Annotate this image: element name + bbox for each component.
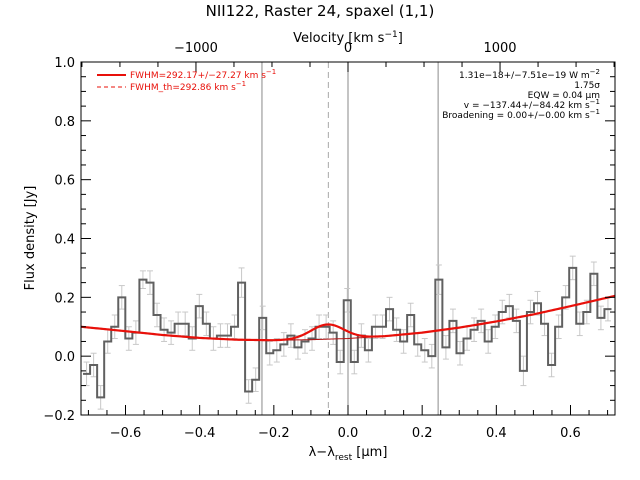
y-tick-label: −0.2 <box>43 409 75 424</box>
annotation-text: EQW = 0.04 μm <box>528 91 600 101</box>
x-tick-label: −0.2 <box>258 426 290 441</box>
annotation-text: 1.31e−18+/−7.51e−19 W m <box>459 71 590 81</box>
y-tick-label: 0.2 <box>54 291 75 306</box>
annotation-line: EQW = 0.04 μm <box>528 91 600 101</box>
legend: FWHM=292.17+/−27.27 km s−1FWHM_th=292.86… <box>97 68 276 93</box>
legend-label: FWHM=292.17+/−27.27 km s−1 <box>130 68 276 81</box>
annotation-line: Broadening = 0.00+/−0.00 km s−1 <box>442 108 600 121</box>
y-tick-label: 0.8 <box>54 115 75 130</box>
annotation-sup: −1 <box>590 108 600 116</box>
x-tick-label: −0.4 <box>184 426 216 441</box>
x-tick-label: −0.6 <box>110 426 142 441</box>
axes-layer: −0.6 −0.4 −0.2 0.0 0.2 0.4 0.6 −0.2 0.0 0.2 0.4 0.6… <box>43 41 615 441</box>
legend-label-sup: −1 <box>266 68 276 76</box>
legend-label: FWHM_th=292.86 km s−1 <box>130 80 246 93</box>
annotation-text: 1.75σ <box>574 81 600 91</box>
x-axis-title-unit-open: [ <box>352 445 361 460</box>
top-tick-label: 1000 <box>483 41 516 56</box>
annotation-sup: −2 <box>590 68 600 76</box>
fit-line <box>80 294 616 342</box>
annotation-line: 1.75σ <box>574 81 600 91</box>
annotation-line: v = −137.44+/−84.42 km s−1 <box>464 98 600 111</box>
top-axis-title-close: ] <box>398 31 403 46</box>
y-axis-title: Flux density [Jy] <box>23 186 38 291</box>
annotation-text: Broadening = 0.00+/−0.00 km s <box>442 111 590 121</box>
x-tick-label: 0.0 <box>338 426 359 441</box>
chart-title: NII122, Raster 24, spaxel (1,1) <box>206 2 435 20</box>
x-tick-label: 0.4 <box>486 426 507 441</box>
x-tick-label: 0.6 <box>560 426 581 441</box>
annotation-line: 1.31e−18+/−7.51e−19 W m−2 <box>459 68 600 81</box>
x-axis-title-sub: rest <box>335 453 353 463</box>
x-axis-title-unit-close: ] <box>382 445 387 460</box>
legend-label-text: FWHM_th=292.86 km s <box>130 83 236 93</box>
y-tick-label: 1.0 <box>54 56 75 71</box>
x-axis-title-text: λ−λ <box>309 445 336 460</box>
legend-label-text: FWHM=292.17+/−27.27 km s <box>130 71 266 81</box>
spectrum-series <box>83 266 612 399</box>
top-axis-title-sup: −1 <box>384 30 397 40</box>
x-tick-label: 0.2 <box>412 426 433 441</box>
y-tick-label: 0.6 <box>54 174 75 189</box>
top-axis-title-text: Velocity [km s <box>293 31 385 46</box>
x-axis-title: λ−λrest [μm] <box>309 445 388 463</box>
annotation-text: v = −137.44+/−84.42 km s <box>464 101 590 111</box>
y-tick-label: 0.4 <box>54 233 75 248</box>
top-tick-label: −1000 <box>174 41 218 56</box>
plot-layer <box>80 62 616 415</box>
legend-label-sup: −1 <box>236 80 246 88</box>
annotation-sup: −1 <box>590 98 600 106</box>
y-tick-label: 0.0 <box>54 350 75 365</box>
x-axis-title-unit: μm <box>361 445 382 460</box>
top-tick-label: 0 <box>344 41 352 56</box>
top-axis-title: Velocity [km s−1] <box>293 30 403 46</box>
